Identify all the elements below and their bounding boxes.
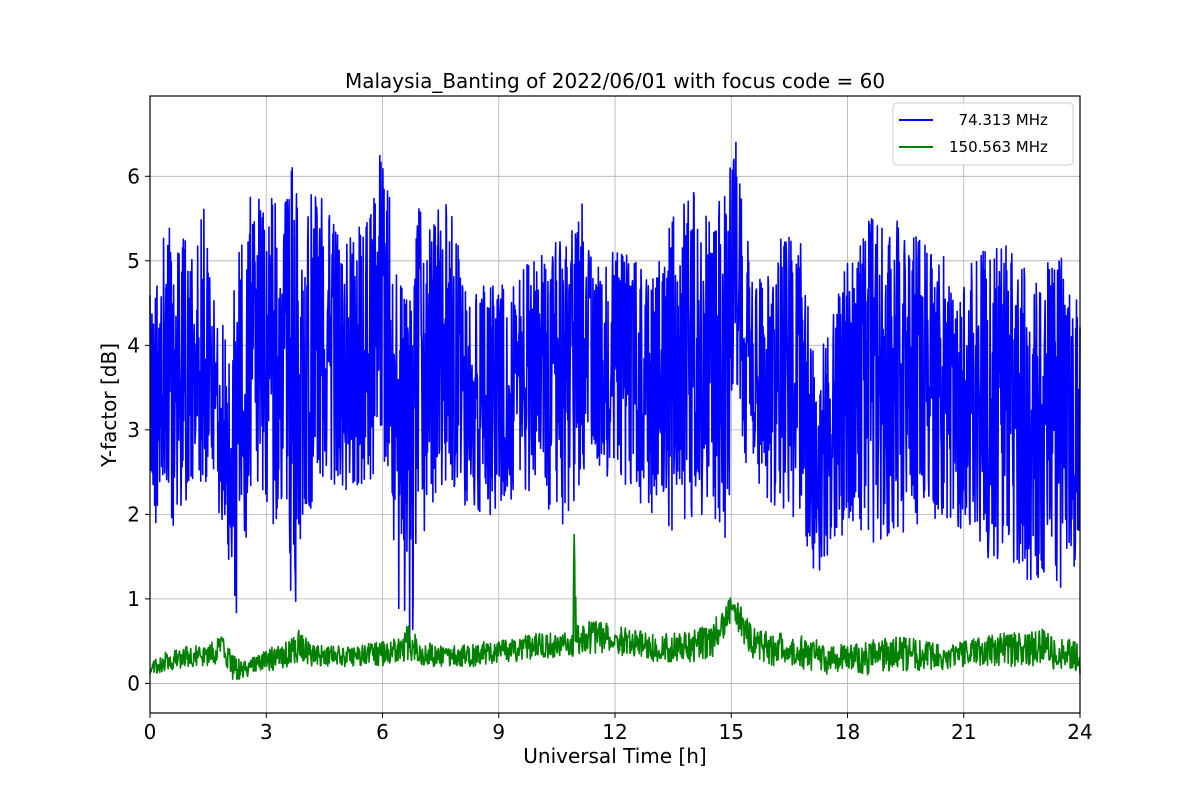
series-layer <box>149 141 1081 680</box>
legend: 74.313 MHz 150.563 MHz <box>892 102 1074 166</box>
x-tick-label: 24 <box>1067 720 1092 744</box>
x-tick-label: 12 <box>602 720 627 744</box>
series-line-1 <box>149 533 1081 680</box>
legend-label-1: 150.563 MHz <box>949 138 1048 156</box>
series-line-0 <box>149 141 1081 649</box>
y-axis-label: Y-factor [dB] <box>97 343 121 468</box>
y-tick-label: 5 <box>127 249 140 273</box>
legend-box <box>892 102 1074 166</box>
x-tick-label: 0 <box>144 720 157 744</box>
y-tick-label: 3 <box>127 418 140 442</box>
x-tick-label: 3 <box>260 720 273 744</box>
y-tick-label: 0 <box>127 671 140 695</box>
legend-label-0: 74.313 MHz <box>949 111 1048 129</box>
y-tick-label: 6 <box>127 164 140 188</box>
y-tick-label: 1 <box>127 587 140 611</box>
x-tick-label: 18 <box>835 720 860 744</box>
chart-title: Malaysia_Banting of 2022/06/01 with focu… <box>345 69 885 93</box>
x-axis-label: Universal Time [h] <box>523 744 706 768</box>
x-tick-label: 9 <box>492 720 505 744</box>
x-tick-label: 6 <box>376 720 389 744</box>
y-tick-label: 2 <box>127 502 140 526</box>
x-tick-label: 21 <box>951 720 976 744</box>
x-tick-label: 15 <box>719 720 744 744</box>
y-tick-label: 4 <box>127 333 140 357</box>
